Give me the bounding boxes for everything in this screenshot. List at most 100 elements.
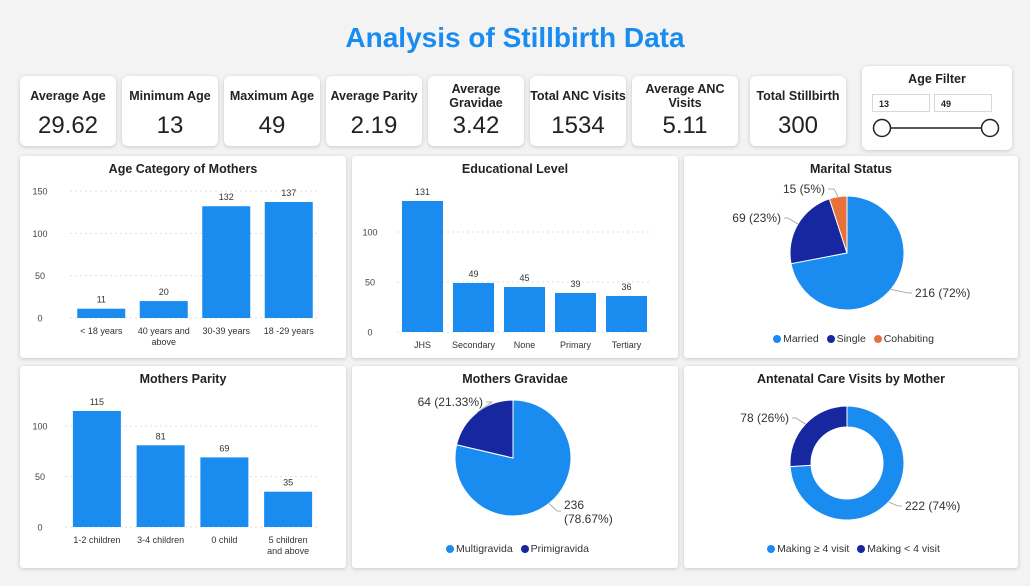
y-tick-label: 50	[35, 271, 45, 281]
bar	[136, 445, 185, 527]
bar	[264, 202, 313, 318]
legend-item: Making ≥ 4 visit	[777, 543, 850, 555]
chart-title: Educational Level	[461, 162, 569, 176]
age-filter-min-input[interactable]: 13	[872, 94, 930, 112]
pie-slice	[454, 399, 572, 517]
kpi-label: Total Stillbirth	[756, 89, 840, 103]
legend-dot-multigravida	[446, 545, 455, 553]
data-label: 45	[519, 273, 529, 283]
data-label: 81	[156, 431, 166, 441]
data-label: 64 (21.33%)	[418, 395, 483, 409]
mothers-gravidae-pie-chart: 236 (78.67%) 64 (21.33%)	[418, 395, 613, 526]
antenatal-care-legend: Making ≥ 4 visit Making < 4 visit	[684, 543, 1018, 555]
legend-item: Cohabiting	[883, 333, 934, 345]
y-tick-label: 50	[365, 278, 375, 288]
chart-title: Marital Status	[810, 162, 892, 176]
data-label: 20	[159, 287, 169, 297]
kpi-value: 13	[156, 112, 184, 139]
legend-dot-primigravida	[520, 545, 529, 553]
kpi-card-total-anc-visits: Total ANC Visits 1534	[530, 76, 626, 146]
data-label: 78 (26%)	[740, 411, 789, 425]
legend-dot-less-than-4-visits	[857, 545, 866, 553]
data-label: 236 (78.67%)	[564, 498, 613, 526]
x-tick-label: Primary	[560, 340, 591, 350]
kpi-label: Average Gravidae	[449, 82, 503, 110]
slider-max-handle[interactable]	[980, 118, 1000, 138]
data-label: 115	[90, 397, 104, 407]
y-tick-label: 0	[37, 523, 42, 533]
kpi-label: Minimum Age	[129, 89, 211, 103]
data-label: 131	[415, 187, 430, 197]
y-tick-label: 50	[35, 472, 45, 482]
kpi-value: 5.11	[662, 112, 708, 139]
leader-line	[828, 188, 839, 197]
chart-title: Mothers Gravidae	[462, 372, 568, 386]
kpi-label: Average ANC Visits	[645, 82, 725, 110]
marital-status-legend: Married Single Cohabiting	[684, 333, 1018, 345]
bar	[264, 491, 313, 527]
kpi-label: Average Age	[30, 89, 106, 103]
bar	[555, 293, 596, 332]
kpi-card-maximum-age: Maximum Age 49	[224, 76, 320, 146]
y-tick-label: 100	[32, 422, 47, 432]
pie-slice	[789, 405, 905, 521]
leader-line	[476, 401, 494, 413]
panel-age-category: Age Category of Mothers 0 50 100 150 11 < 18 …	[20, 156, 346, 358]
legend-item: Single	[836, 333, 866, 345]
kpi-label: Average Parity	[330, 89, 418, 103]
pie-slice	[789, 405, 848, 468]
legend-item: Primigravida	[530, 543, 589, 555]
kpi-card-average-gravidae: Average Gravidae 3.42	[428, 76, 524, 146]
age-category-bar-chart: 0 50 100 150 11 < 18 years 20 40 years andabove…	[32, 187, 320, 347]
bar	[139, 301, 188, 318]
bar	[72, 411, 121, 527]
kpi-value: 300	[777, 112, 819, 139]
leader-line	[890, 288, 912, 294]
data-label: 222 (74%)	[905, 499, 960, 513]
x-tick-label: < 18 years	[80, 326, 123, 336]
legend-item: Married	[783, 333, 819, 345]
bar	[453, 283, 494, 332]
x-tick-label: None	[514, 340, 536, 350]
leader-line	[792, 417, 806, 425]
panel-antenatal-care-visits: Antenatal Care Visits by Mother 222 (74%…	[684, 366, 1018, 568]
data-label: 49	[468, 269, 478, 279]
data-label: 35	[283, 478, 293, 488]
kpi-label: Total ANC Visits	[530, 89, 626, 103]
data-label: 216 (72%)	[915, 286, 970, 300]
y-tick-label: 100	[32, 229, 47, 239]
kpi-card-total-stillbirth: Total Stillbirth 300	[750, 76, 846, 146]
x-tick-label: 0 child	[211, 535, 237, 545]
kpi-value: 29.62	[37, 112, 99, 139]
data-label: 36	[621, 282, 631, 292]
bar	[77, 308, 126, 318]
x-tick-label: Secondary	[452, 340, 496, 350]
age-filter-title: Age Filter	[908, 72, 966, 86]
page-title: Analysis of Stillbirth Data	[345, 22, 685, 53]
kpi-card-average-age: Average Age 29.62	[20, 76, 116, 146]
data-label: 11	[97, 295, 106, 305]
marital-status-pie-chart: 216 (72%) 69 (23%) 15 (5%)	[732, 182, 970, 311]
kpi-value: 1534	[551, 112, 605, 139]
age-range-slider[interactable]	[862, 66, 1012, 150]
kpi-value: 3.42	[452, 112, 500, 139]
bar	[402, 201, 443, 332]
kpi-card-minimum-age: Minimum Age 13	[122, 76, 218, 146]
age-filter-slicer: Age Filter 13 49	[862, 66, 1012, 150]
bar	[606, 296, 647, 332]
chart-title: Antenatal Care Visits by Mother	[756, 372, 945, 386]
age-filter-max-input[interactable]: 49	[934, 94, 992, 112]
y-tick-label: 0	[367, 328, 372, 338]
legend-item: Making < 4 visit	[867, 543, 940, 555]
chart-title: Mothers Parity	[139, 372, 227, 386]
slider-min-handle[interactable]	[872, 118, 892, 138]
antenatal-care-donut-chart: 222 (74%) 78 (26%)	[740, 405, 960, 521]
data-label: 15 (5%)	[783, 182, 825, 196]
pie-slice	[789, 198, 848, 265]
panel-educational-level: Educational Level 0 50 100 131 JHS 49 Secondar…	[352, 156, 678, 358]
pie-slice	[828, 195, 848, 254]
legend-dot-single	[826, 335, 835, 343]
x-tick-label: and above	[267, 546, 309, 556]
x-tick-label: 5 children	[269, 535, 308, 545]
y-tick-label: 100	[362, 228, 377, 238]
